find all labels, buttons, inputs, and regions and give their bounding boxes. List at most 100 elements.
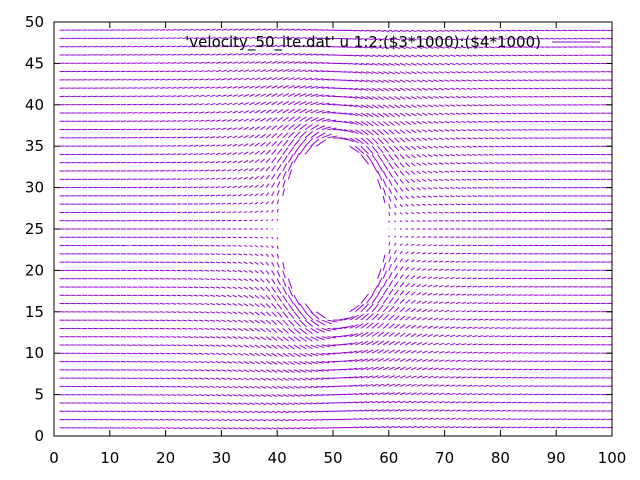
velocity-vector xyxy=(522,393,528,396)
velocity-vector xyxy=(282,108,290,114)
velocity-vector xyxy=(148,360,154,363)
velocity-vector xyxy=(355,120,364,126)
velocity-vector xyxy=(410,409,417,412)
velocity-vector xyxy=(221,427,227,430)
velocity-vector xyxy=(533,418,540,420)
x-tick-label: 20 xyxy=(156,449,175,467)
velocity-vector xyxy=(500,335,506,338)
velocity-vector xyxy=(182,369,188,372)
velocity-vector xyxy=(282,60,289,64)
velocity-vector xyxy=(316,418,323,421)
velocity-vector xyxy=(171,394,177,396)
velocity-vector xyxy=(494,145,500,148)
velocity-vector xyxy=(171,78,177,81)
velocity-vector xyxy=(466,384,473,387)
velocity-vector xyxy=(388,272,393,279)
velocity-vector xyxy=(176,86,182,89)
velocity-vector xyxy=(254,142,260,147)
velocity-vector xyxy=(438,38,445,41)
velocity-vector xyxy=(500,120,506,123)
velocity-vector xyxy=(444,293,450,296)
velocity-vector xyxy=(410,324,417,329)
velocity-vector xyxy=(254,394,261,397)
velocity-vector xyxy=(360,293,369,304)
velocity-vector xyxy=(405,46,412,49)
velocity-vector xyxy=(232,152,238,155)
velocity-vector xyxy=(159,327,166,330)
velocity-vector xyxy=(388,195,392,202)
velocity-vector xyxy=(198,394,205,397)
velocity-vector xyxy=(193,294,199,297)
y-tick-label: 0 xyxy=(34,427,44,445)
velocity-vector xyxy=(243,44,250,48)
velocity-vector xyxy=(243,53,250,56)
velocity-vector xyxy=(210,336,216,339)
velocity-vector xyxy=(438,334,445,338)
velocity-vector xyxy=(399,235,403,238)
velocity-vector xyxy=(226,311,232,315)
velocity-vector xyxy=(343,137,354,143)
velocity-vector xyxy=(299,28,306,31)
velocity-vector xyxy=(321,86,330,89)
velocity-vector xyxy=(505,145,511,148)
velocity-vector xyxy=(422,300,427,304)
velocity-vector xyxy=(422,308,428,313)
velocity-vector xyxy=(349,359,358,362)
velocity-vector xyxy=(478,285,483,288)
velocity-vector xyxy=(271,141,277,147)
velocity-vector xyxy=(276,190,280,197)
velocity-vector xyxy=(472,318,478,321)
velocity-vector xyxy=(221,261,226,264)
velocity-vector xyxy=(483,368,489,371)
velocity-vector xyxy=(410,195,415,199)
velocity-vector xyxy=(210,102,216,106)
velocity-vector xyxy=(299,361,307,365)
velocity-vector xyxy=(137,369,143,371)
velocity-vector xyxy=(366,87,374,92)
velocity-vector xyxy=(505,409,512,412)
velocity-vector xyxy=(388,280,394,288)
velocity-vector xyxy=(237,168,243,172)
velocity-vector xyxy=(260,418,267,422)
velocity-vector xyxy=(505,335,512,338)
velocity-vector xyxy=(265,141,272,147)
velocity-vector xyxy=(304,144,314,155)
velocity-vector xyxy=(271,261,275,267)
velocity-vector xyxy=(159,427,166,429)
velocity-vector xyxy=(405,137,411,142)
velocity-vector xyxy=(288,131,295,139)
velocity-vector xyxy=(489,351,495,354)
velocity-vector xyxy=(399,307,406,313)
velocity-vector xyxy=(338,120,348,124)
velocity-vector xyxy=(215,161,221,164)
velocity-vector xyxy=(399,96,406,100)
velocity-vector xyxy=(422,342,428,346)
velocity-vector xyxy=(165,344,171,347)
velocity-vector xyxy=(226,369,233,372)
velocity-vector xyxy=(132,45,138,48)
velocity-vector xyxy=(405,258,409,263)
velocity-vector xyxy=(416,112,423,117)
velocity-vector xyxy=(411,29,417,33)
velocity-vector xyxy=(477,112,484,115)
velocity-vector xyxy=(483,71,489,74)
velocity-vector xyxy=(410,104,417,108)
velocity-vector xyxy=(327,135,338,139)
velocity-vector xyxy=(215,36,222,40)
velocity-vector xyxy=(528,38,534,40)
velocity-vector xyxy=(154,369,160,371)
velocity-vector xyxy=(371,79,379,83)
velocity-vector xyxy=(427,309,433,313)
velocity-vector xyxy=(438,162,444,165)
velocity-vector xyxy=(427,104,434,108)
velocity-vector xyxy=(416,62,423,66)
velocity-vector xyxy=(132,427,138,429)
velocity-vector xyxy=(243,126,249,131)
velocity-vector xyxy=(310,394,318,397)
velocity-vector xyxy=(410,383,417,387)
velocity-vector xyxy=(171,311,177,313)
velocity-vector xyxy=(410,400,417,404)
velocity-vector xyxy=(522,62,528,65)
velocity-vector xyxy=(483,393,489,396)
velocity-vector xyxy=(438,96,445,99)
